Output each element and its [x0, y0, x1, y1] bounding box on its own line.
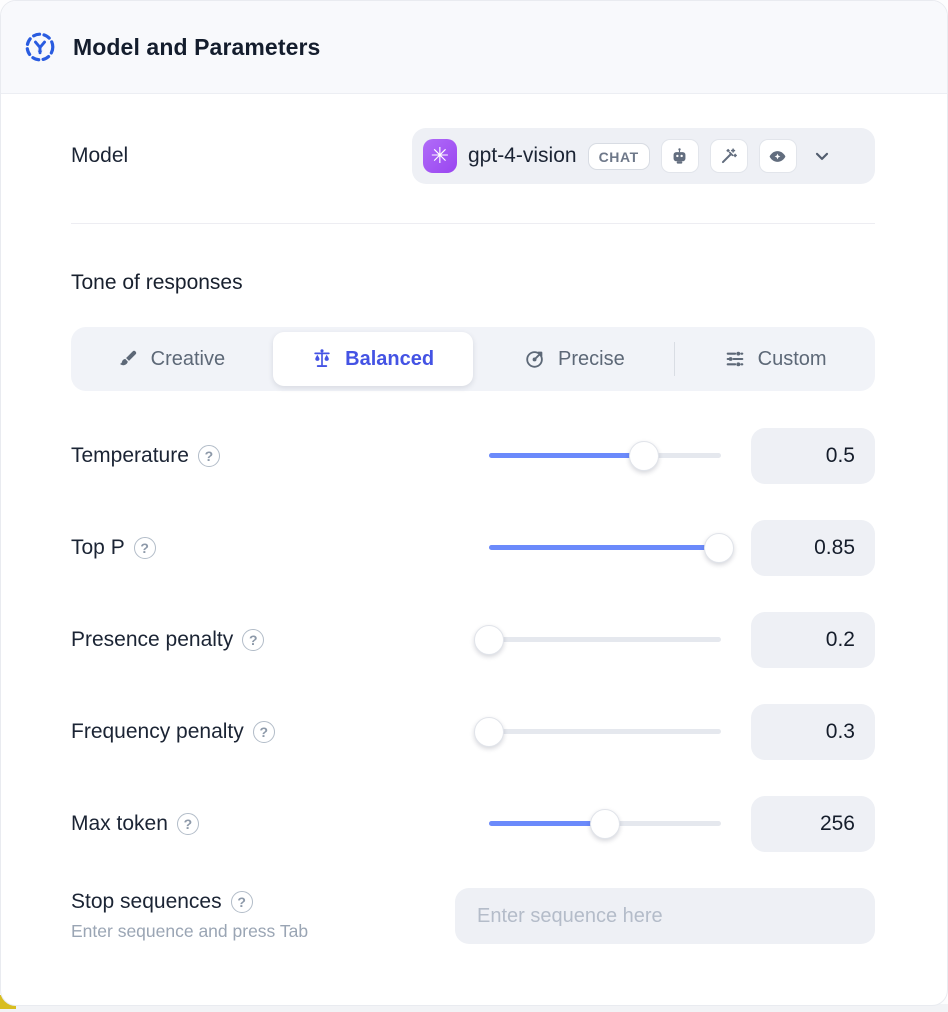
tone-option-label: Balanced [345, 347, 435, 370]
help-icon[interactable]: ? [133, 537, 156, 559]
slider-thumb[interactable] [474, 717, 504, 747]
parameter-label: Temperature [71, 444, 189, 467]
slider-thumb[interactable] [703, 533, 734, 563]
help-icon[interactable]: ? [197, 445, 220, 467]
panel-title: Model and Parameters [73, 33, 321, 60]
robot-icon [660, 139, 699, 173]
top-p-slider[interactable] [489, 533, 734, 563]
parameter-row-presence-penalty: Presence penalty ? 0.2 [71, 612, 875, 668]
temperature-slider[interactable] [489, 441, 721, 471]
stop-sequences-label: Stop sequences [71, 890, 222, 913]
help-icon[interactable]: ? [176, 813, 199, 835]
tone-option-custom[interactable]: Custom [675, 327, 875, 391]
paintbrush-icon [119, 350, 136, 366]
model-name: gpt-4-vision [468, 144, 577, 167]
tone-segmented-control: Creative Balanced [71, 327, 875, 391]
panel-body: Model ✳ gpt-4-vision CHAT [1, 94, 947, 1005]
slider-thumb[interactable] [474, 625, 504, 655]
temperature-value[interactable]: 0.5 [751, 428, 875, 484]
tone-option-balanced[interactable]: Balanced [272, 332, 473, 386]
parameter-row-max-token: Max token ? 256 [71, 796, 875, 852]
parameter-label: Presence penalty [71, 628, 234, 651]
slider-thumb[interactable] [629, 441, 660, 471]
parameter-label: Frequency penalty [71, 720, 244, 743]
tone-option-label: Creative [150, 347, 226, 370]
chevron-down-icon [815, 152, 828, 160]
top-p-value[interactable]: 0.85 [751, 520, 875, 576]
model-label: Model [71, 144, 129, 167]
stop-sequences-hint: Enter sequence and press Tab [71, 921, 309, 941]
max-token-slider[interactable] [489, 809, 721, 839]
parameter-row-temperature: Temperature ? 0.5 [71, 428, 875, 484]
vision-eye-icon [758, 139, 797, 173]
parameter-row-frequency-penalty: Frequency penalty ? 0.3 [71, 704, 875, 760]
model-select-dropdown[interactable]: ✳ gpt-4-vision CHAT [412, 128, 875, 184]
balance-scale-icon [314, 349, 330, 367]
parameters-section: Temperature ? 0.5 Top P ? [71, 428, 875, 852]
model-icon [25, 32, 55, 62]
magic-wand-icon [709, 139, 748, 173]
openai-logo-icon: ✳ [423, 139, 457, 173]
tone-section-label: Tone of responses [71, 271, 243, 294]
presence-penalty-value[interactable]: 0.2 [751, 612, 875, 668]
max-token-value[interactable]: 256 [751, 796, 875, 852]
parameter-row-top-p: Top P ? 0.85 [71, 520, 875, 576]
tone-option-precise[interactable]: Precise [475, 327, 675, 391]
frequency-penalty-value[interactable]: 0.3 [751, 704, 875, 760]
slider-thumb[interactable] [590, 809, 620, 839]
frequency-penalty-slider[interactable] [474, 717, 721, 747]
target-arrow-icon [526, 351, 543, 368]
parameter-label: Max token [71, 812, 168, 835]
tone-option-label: Precise [558, 347, 625, 370]
sliders-icon [726, 351, 744, 367]
chat-badge: CHAT [587, 142, 650, 170]
page-background-strip [0, 1004, 948, 1012]
help-icon[interactable]: ? [230, 891, 253, 913]
stop-sequences-row: Stop sequences ? Enter sequence and pres… [71, 888, 875, 944]
stop-sequence-input[interactable] [455, 888, 875, 944]
tone-option-creative[interactable]: Creative [71, 327, 271, 391]
tone-option-label: Custom [757, 347, 827, 370]
presence-penalty-slider[interactable] [474, 625, 721, 655]
help-icon[interactable]: ? [242, 629, 265, 651]
divider [71, 223, 875, 224]
help-icon[interactable]: ? [252, 721, 275, 743]
model-row: Model ✳ gpt-4-vision CHAT [71, 128, 875, 184]
panel-header: Model and Parameters [1, 1, 947, 94]
parameter-label: Top P [71, 536, 125, 559]
segment-divider [674, 342, 676, 376]
